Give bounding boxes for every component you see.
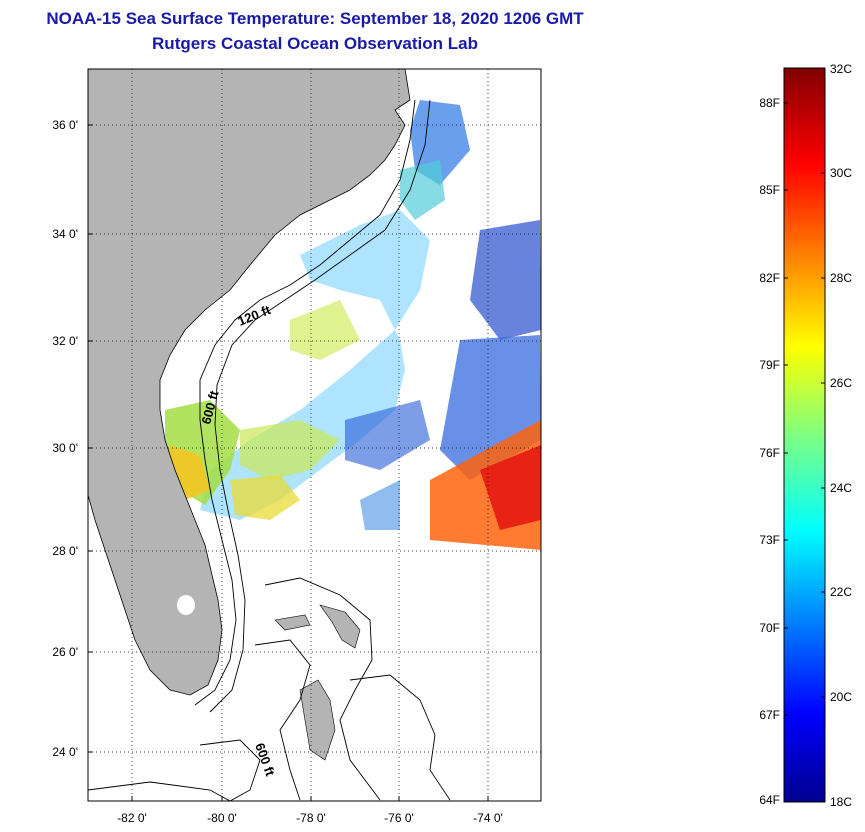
lon-labels: -82 0' -80 0' -78 0' -76 0' -74 0' <box>117 811 503 825</box>
land-us-coast <box>88 69 411 696</box>
colorbar-f-label: 88F <box>759 96 780 110</box>
colorbar-c-label: 22C <box>830 585 852 599</box>
colorbar-c-label: 26C <box>830 376 852 390</box>
colorbar-f-label: 82F <box>759 271 780 285</box>
colorbar-c-label: 24C <box>830 481 852 495</box>
land-bahamas-grand <box>274 614 311 631</box>
colorbar-f-label: 76F <box>759 446 780 460</box>
lon-label: -82 0' <box>117 811 147 825</box>
colorbar-f-label: 85F <box>759 183 780 197</box>
lat-label: 32 0' <box>52 334 78 348</box>
colorbar <box>783 67 826 803</box>
lat-label: 34 0' <box>52 227 78 241</box>
map-ticks <box>88 124 489 801</box>
colorbar-c-label: 32C <box>830 62 852 76</box>
lat-label: 36 0' <box>52 118 78 132</box>
lake-okeechobee <box>177 595 195 615</box>
colorbar-f-label: 67F <box>759 708 780 722</box>
lat-label: 28 0' <box>52 544 78 558</box>
lon-label: -78 0' <box>296 811 326 825</box>
colorbar-ticks <box>784 102 825 716</box>
lat-label: 24 0' <box>52 745 78 759</box>
lon-label: -76 0' <box>384 811 414 825</box>
colorbar-f-label: 64F <box>759 793 780 807</box>
page-subtitle: Rutgers Coastal Ocean Observation Lab <box>152 34 478 53</box>
colorbar-c-labels: 32C 30C 28C 26C 24C 22C 20C 18C <box>830 62 852 809</box>
colorbar-c-label: 20C <box>830 690 852 704</box>
lat-labels: 36 0' 34 0' 32 0' 30 0' 28 0' 26 0' 24 0… <box>52 118 78 759</box>
colorbar-f-label: 70F <box>759 621 780 635</box>
colorbar-f-labels: 88F 85F 82F 79F 76F 73F 70F 67F 64F <box>759 96 780 807</box>
colorbar-c-label: 18C <box>830 795 852 809</box>
lat-label: 26 0' <box>52 645 78 659</box>
colorbar-f-label: 73F <box>759 533 780 547</box>
lat-label: 30 0' <box>52 441 78 455</box>
colorbar-f-label: 79F <box>759 358 780 372</box>
lon-label: -80 0' <box>207 811 237 825</box>
depth-contours <box>88 99 451 801</box>
colorbar-c-label: 30C <box>830 166 852 180</box>
colorbar-c-label: 28C <box>830 271 852 285</box>
page-title: NOAA-15 Sea Surface Temperature: Septemb… <box>46 9 584 28</box>
lon-label: -74 0' <box>473 811 503 825</box>
land-bahamas-andros <box>299 679 336 761</box>
land-bahamas-abaco <box>319 604 361 649</box>
